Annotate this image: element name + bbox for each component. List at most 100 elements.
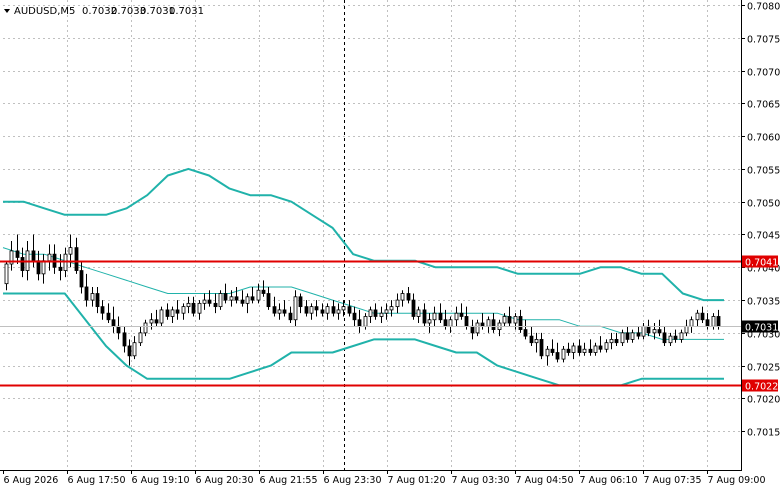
candle-body-bull xyxy=(400,293,405,301)
candle-body-bull xyxy=(41,260,46,275)
candle-body-bull xyxy=(218,293,223,308)
candle-body-bull xyxy=(229,296,234,301)
level-price-tag xyxy=(742,379,778,392)
candle xyxy=(293,290,298,327)
candle xyxy=(84,273,89,307)
candle xyxy=(470,319,475,340)
y-tick-label: 0.7060 xyxy=(747,133,780,144)
candle-body-bull xyxy=(641,325,646,337)
candle xyxy=(454,306,459,327)
y-tick-label: 0.7025 xyxy=(747,363,780,374)
candle xyxy=(143,319,148,337)
candle xyxy=(571,342,576,360)
y-tick-label: 0.7050 xyxy=(747,199,780,210)
candle xyxy=(662,326,667,346)
y-tick-label: 0.7040 xyxy=(747,264,780,275)
candle-body-bull xyxy=(368,309,373,317)
candle-body-bull xyxy=(427,319,432,324)
candle-body-bull xyxy=(159,309,164,324)
candle xyxy=(582,342,587,356)
candle xyxy=(181,303,186,320)
candle xyxy=(186,296,191,314)
x-tick-label: 6 Aug 19:10 xyxy=(132,475,190,486)
y-tick-label: 0.7045 xyxy=(747,231,780,242)
candle xyxy=(149,313,154,330)
candle-body-bear xyxy=(314,306,319,311)
bollinger-upper-line xyxy=(3,167,724,302)
y-tick-label: 0.7080 xyxy=(747,2,780,13)
ohlc-high: 0.7033 xyxy=(111,6,146,17)
candle-body-bull xyxy=(679,332,684,340)
candle xyxy=(427,313,432,333)
candle-body-bear xyxy=(588,348,593,353)
candle xyxy=(111,306,116,333)
candle-body-bull xyxy=(389,306,394,311)
candle-body-bull xyxy=(197,302,202,314)
candle xyxy=(250,286,255,304)
candle xyxy=(422,303,427,327)
candle-body-bull xyxy=(620,332,625,344)
header-dropdown-icon[interactable] xyxy=(4,9,10,13)
x-tick-label: 7 Aug 09:00 xyxy=(708,475,766,486)
symbol-header: AUDUSD,M5 xyxy=(14,6,75,17)
candle xyxy=(52,244,57,274)
candle-body-bear xyxy=(577,345,582,353)
candle xyxy=(357,309,362,333)
y-tick-label: 0.7030 xyxy=(747,330,780,341)
candle xyxy=(165,303,170,320)
candle-body-bull xyxy=(309,306,314,314)
level-price-label: 0.7022 xyxy=(745,382,778,393)
candle-body-bull xyxy=(363,316,368,327)
candle-body-bull xyxy=(684,325,689,334)
candle-body-bear xyxy=(36,260,41,275)
candle xyxy=(475,319,480,337)
price-labels: 0.7041 0.7022 0.7031 xyxy=(0,255,778,393)
candle-body-bull xyxy=(47,253,52,262)
time-axis: 6 Aug 2026 6 Aug 17:50 6 Aug 19:10 6 Aug 20… xyxy=(3,470,766,486)
horizontal-levels[interactable] xyxy=(0,260,741,387)
candle-body-bear xyxy=(539,339,544,357)
candle-body-bear xyxy=(272,306,277,314)
candle-body-bear xyxy=(213,302,218,308)
candle xyxy=(352,306,357,327)
candle-body-bull xyxy=(668,335,673,344)
candle xyxy=(336,303,341,320)
candle-body-bull xyxy=(256,289,261,301)
candle-body-bear xyxy=(298,296,303,308)
candle-body-bear xyxy=(240,299,245,304)
ohlc-low: 0.7031 xyxy=(140,6,175,17)
candle-body-bear xyxy=(331,306,336,314)
candle xyxy=(170,306,175,324)
candle-body-bull xyxy=(143,322,148,334)
candle xyxy=(127,339,132,366)
candle-body-bull xyxy=(630,332,635,340)
candle xyxy=(122,326,127,353)
candle xyxy=(191,296,196,317)
candle xyxy=(491,313,496,333)
candle xyxy=(373,303,378,320)
candle-body-bull xyxy=(245,296,250,304)
candle-body-bull xyxy=(90,293,95,301)
candle xyxy=(384,303,389,320)
candle xyxy=(534,332,539,353)
candle xyxy=(4,260,9,291)
candle-body-bull xyxy=(293,296,298,321)
candle-body-bull xyxy=(486,319,491,327)
candle-body-bull xyxy=(4,263,9,285)
candle xyxy=(213,293,218,314)
candle xyxy=(116,316,121,340)
candle-body-bear xyxy=(261,289,266,294)
x-tick-label: 6 Aug 20:30 xyxy=(196,475,254,486)
candle xyxy=(700,306,705,324)
candle-body-bull xyxy=(711,316,716,327)
y-tick-label: 0.7055 xyxy=(747,166,780,177)
candle xyxy=(288,306,293,324)
candle-body-bull xyxy=(68,247,73,255)
x-tick-label: 7 Aug 01:20 xyxy=(388,475,446,486)
last-price-label: 0.7031 xyxy=(745,323,778,334)
candle xyxy=(325,303,330,320)
candle-body-bull xyxy=(448,319,453,327)
candle xyxy=(620,329,625,346)
